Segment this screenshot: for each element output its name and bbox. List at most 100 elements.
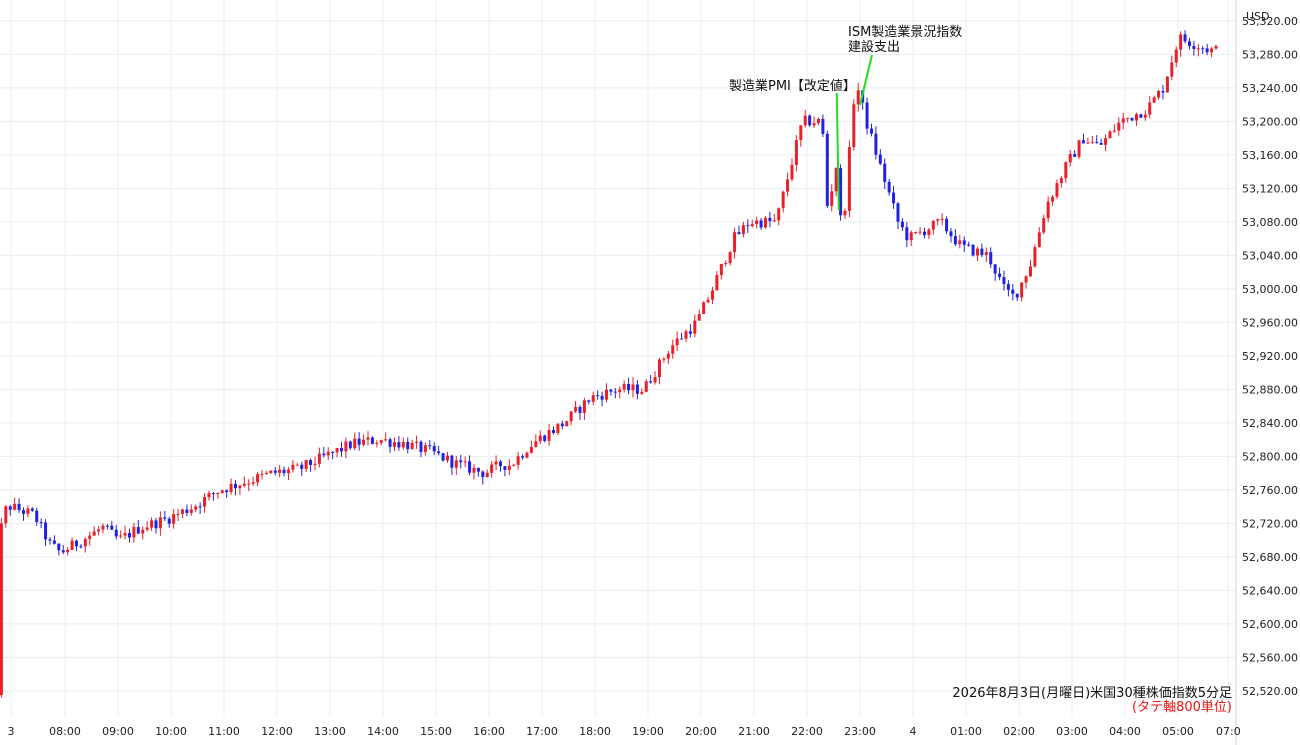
candle-body [445,455,449,461]
candles [0,30,1218,698]
x-tick-label: 15:00 [420,725,452,738]
candle-body [781,191,785,209]
candle-body [13,503,17,510]
candle-body [83,539,87,547]
candle-body [600,395,604,400]
candle-body [507,465,511,470]
candle-body [70,540,74,550]
candle-body [900,221,904,228]
candle-body [869,128,873,134]
candle-body [812,123,816,126]
y-tick-label: 53,320.00 [1242,15,1298,28]
candle-body [847,147,851,211]
candle-body [468,461,472,473]
candle-body [816,118,820,124]
candle-body [560,423,564,427]
candle-body [737,232,741,235]
candle-body [984,252,988,256]
candle-body [450,455,454,468]
candle-body [578,406,582,413]
chart-caption-sub: (タテ軸800単位) [1132,699,1232,715]
x-tick-label: 19:00 [632,725,664,738]
candle-body [551,430,555,433]
candle-body [220,490,224,493]
candle-body [498,461,502,467]
candle-body [21,510,25,514]
candle-body [331,451,335,453]
candle-body [1130,117,1134,121]
candle-body [922,231,926,236]
candle-body [512,464,516,466]
candle-body [763,217,767,228]
candle-body [432,446,436,452]
candle-body [74,540,78,547]
candle-body [211,493,215,495]
candle-body [269,470,273,473]
candle-body [229,483,233,493]
candle-body [419,441,423,452]
candle-body [967,244,971,246]
candle-body [397,442,401,448]
time-axis: 3 08:00 09:00 10:00 11:00 12:00 13:00 14:00 15:0… [8,725,1241,738]
candle-body [101,525,105,530]
candle-body [79,546,83,548]
candle-body [335,448,339,453]
candle-body [207,493,211,498]
candle-body [242,483,246,486]
candle-body [1214,46,1218,49]
candle-body [1046,201,1050,219]
candle-body [927,229,931,236]
x-tick-label: 08:00 [49,725,81,738]
candle-body [1192,46,1196,49]
y-tick-label: 53,240.00 [1242,82,1298,95]
x-tick-label: 14:00 [367,725,399,738]
candle-body [538,435,542,442]
candle-body [1033,247,1037,267]
candle-body [114,529,118,537]
candle-body [362,439,366,445]
candle-body [794,140,798,165]
candle-body [1011,289,1015,294]
candle-body [167,518,171,524]
candle-body [291,464,295,470]
candle-body [1165,76,1169,93]
x-tick-label: 11:00 [208,725,240,738]
candle-body [856,90,860,105]
x-tick-label: 4 [910,725,917,738]
candle-body [755,220,759,225]
candle-body [247,483,251,485]
candle-body [304,460,308,469]
y-tick-label: 52,600.00 [1242,618,1298,631]
candle-body [317,453,321,464]
candle-body [653,377,657,383]
candle-body [852,104,856,148]
candle-body [710,290,714,300]
candle-body [172,514,176,524]
currency-label: USD [1246,10,1270,23]
candle-body [1042,218,1046,233]
candle-body [145,527,149,530]
candle-body [715,275,719,291]
candle-body [1024,276,1028,283]
annotation-pmi: 製造業PMI【改定値】 [729,78,856,94]
candle-body [309,460,313,465]
candle-body [821,118,825,134]
candle-body [437,451,441,454]
candle-body [194,506,198,510]
x-tick-label: 03:00 [1056,725,1088,738]
candle-body [176,513,180,515]
candle-body [141,529,145,534]
candle-body [88,535,92,540]
candle-body [609,389,613,392]
y-tick-label: 52,920.00 [1242,350,1298,363]
candle-body [909,232,913,241]
x-tick-label: 18:00 [579,725,611,738]
y-tick-label: 52,520.00 [1242,685,1298,698]
candle-body [604,389,608,400]
candle-body [57,543,61,551]
candle-body [649,381,653,383]
candle-body [251,482,255,484]
candle-body [1077,140,1081,157]
candle-body [989,252,993,265]
